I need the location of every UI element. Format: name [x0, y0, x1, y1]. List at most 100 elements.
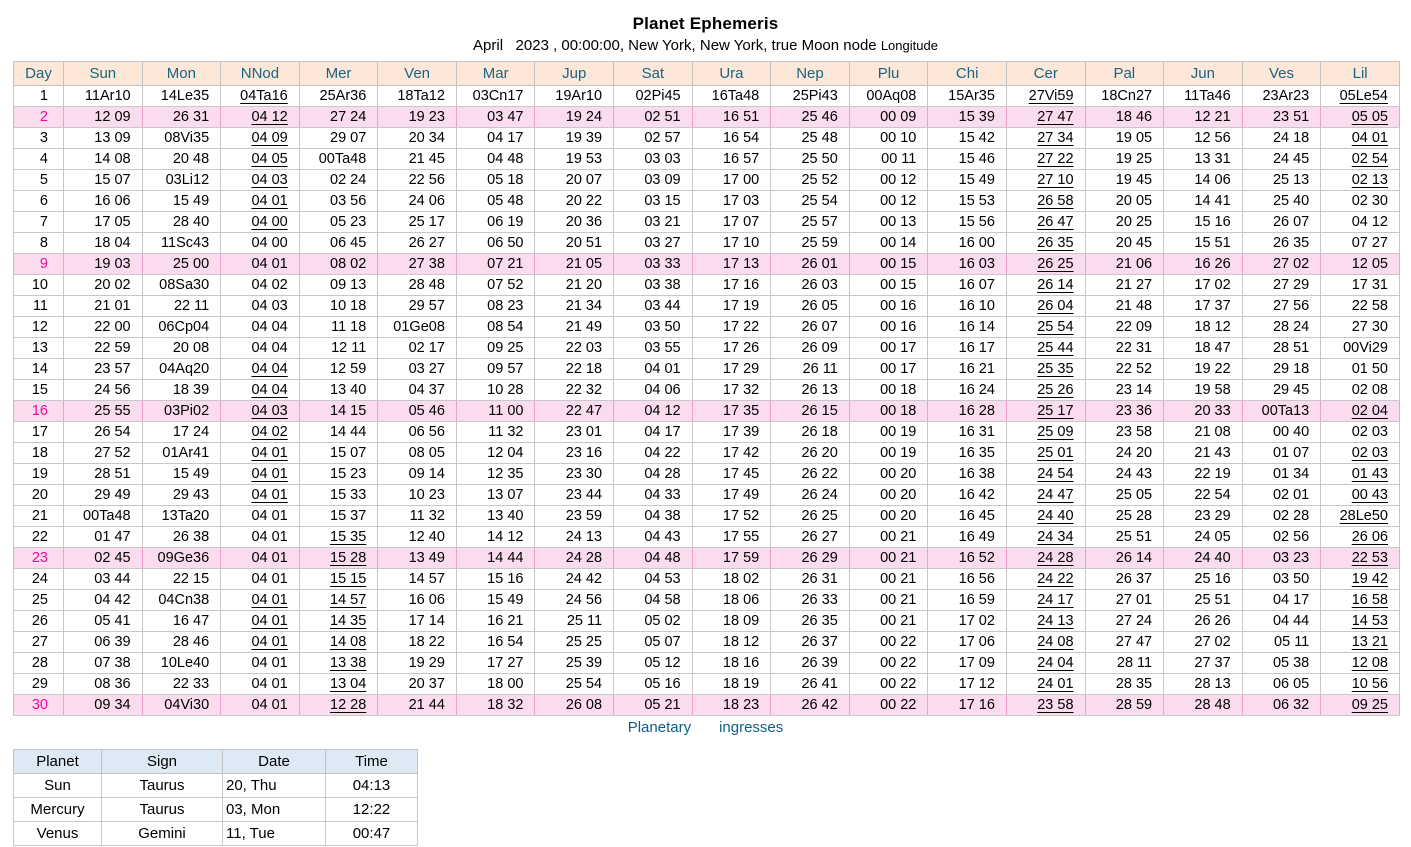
ephemeris-cell-sat: 03 27: [613, 232, 693, 254]
link-ingresses[interactable]: ingresses: [719, 719, 784, 736]
ephemeris-cell-nep: 25 54: [770, 190, 850, 212]
ingress-sign-cell: Taurus: [101, 797, 223, 822]
ephemeris-cell-chi: 16 49: [927, 526, 1007, 548]
ephemeris-cell-mon: 09Ge36: [141, 547, 222, 569]
ephemeris-cell-ves: 05 38: [1241, 652, 1322, 674]
ephemeris-cell-mar: 10 28: [455, 379, 536, 401]
ephemeris-cell-nnod: 04 01: [220, 463, 300, 485]
ephemeris-cell-mon: 03Li12: [141, 169, 222, 191]
ephemeris-cell-mer: 15 23: [298, 463, 379, 485]
ephemeris-cell-ves: 02 56: [1241, 526, 1322, 548]
day-cell: 4: [13, 148, 64, 170]
ephemeris-cell-jup: 23 01: [534, 421, 615, 443]
ephemeris-cell-cer: 25 09: [1005, 421, 1086, 443]
ephemeris-cell-ven: 05 46: [377, 400, 457, 422]
ephemeris-cell-plu: 00 12: [848, 169, 929, 191]
ephemeris-cell-nep: 26 15: [770, 400, 850, 422]
ephemeris-cell-pal: 24 20: [1084, 442, 1165, 464]
ephemeris-cell-jup: 21 49: [534, 316, 615, 338]
ephemeris-cell-jup: 25 39: [534, 652, 615, 674]
ephemeris-cell-pal: 20 45: [1084, 232, 1165, 254]
ephemeris-cell-ven: 17 14: [377, 610, 457, 632]
ingress-time-cell: 04:13: [325, 773, 418, 798]
ephemeris-cell-mer: 12 59: [298, 358, 379, 380]
ephemeris-cell-mar: 08 54: [455, 316, 536, 338]
ephemeris-cell-cer: 25 01: [1005, 442, 1086, 464]
ephemeris-cell-mer: 13 40: [298, 379, 379, 401]
ephemeris-cell-cer: 26 04: [1005, 295, 1086, 317]
ephemeris-cell-mon: 25 00: [141, 253, 222, 275]
ingress-date-cell: 20, Thu: [222, 773, 326, 798]
ephemeris-cell-nep: 26 07: [770, 316, 850, 338]
ephemeris-cell-ura: 16 57: [691, 148, 772, 170]
ephemeris-cell-nnod: 04 05: [220, 148, 300, 170]
ephemeris-cell-jup: 24 56: [534, 589, 615, 611]
ephemeris-cell-nnod: 04 01: [220, 484, 300, 506]
ephemeris-cell-plu: 00 20: [848, 505, 929, 527]
ephemeris-cell-nnod: 04 03: [220, 400, 300, 422]
ephemeris-cell-mar: 03Cn17: [455, 85, 536, 107]
ephemeris-cell-nep: 26 42: [770, 694, 850, 716]
ephemeris-cell-lil: 02 13: [1320, 169, 1400, 191]
ephemeris-cell-jup: 22 32: [534, 379, 615, 401]
day-cell: 27: [13, 631, 64, 653]
day-cell: 8: [13, 232, 64, 254]
ephemeris-cell-cer: 25 17: [1005, 400, 1086, 422]
ephemeris-cell-nep: 26 11: [770, 358, 850, 380]
ephemeris-cell-mar: 06 50: [455, 232, 536, 254]
table-row: 2 12 09 26 31 04 12 27 24 19 23 03 47 19 24 02 5…: [13, 106, 1400, 128]
ephemeris-cell-nnod: 04 01: [220, 505, 300, 527]
ephemeris-cell-ves: 25 13: [1241, 169, 1322, 191]
ephemeris-cell-ves: 24 45: [1241, 148, 1322, 170]
table-row: 25 04 42 04Cn38 04 01 14 57 16 06 15 49 24 56 04…: [13, 589, 1400, 611]
ephemeris-cell-nnod: 04Ta16: [220, 85, 300, 107]
day-cell: 10: [13, 274, 64, 296]
ephemeris-cell-jup: 23 59: [534, 505, 615, 527]
ephemeris-cell-jun: 19 22: [1163, 358, 1243, 380]
ephemeris-cell-cer: 26 14: [1005, 274, 1086, 296]
ephemeris-cell-mar: 11 00: [455, 400, 536, 422]
ephemeris-cell-cer: 24 17: [1005, 589, 1086, 611]
ephemeris-cell-ves: 06 32: [1241, 694, 1322, 716]
ephemeris-cell-sat: 05 21: [613, 694, 693, 716]
ephemeris-cell-jun: 15 51: [1163, 232, 1243, 254]
ingress-row: Sun Taurus 20, Thu 04:13: [13, 773, 418, 798]
ephemeris-cell-mon: 20 48: [141, 148, 222, 170]
ephemeris-cell-nep: 26 39: [770, 652, 850, 674]
ephemeris-cell-cer: 27 22: [1005, 148, 1086, 170]
ephemeris-cell-mar: 08 23: [455, 295, 536, 317]
ephemeris-cell-ves: 27 02: [1241, 253, 1322, 275]
ephemeris-cell-jup: 20 36: [534, 211, 615, 233]
ephemeris-cell-jup: 23 44: [534, 484, 615, 506]
ephemeris-cell-ura: 18 19: [691, 673, 772, 695]
ephemeris-cell-nnod: 04 00: [220, 211, 300, 233]
ephemeris-cell-jun: 19 58: [1163, 379, 1243, 401]
ephemeris-cell-jun: 18 47: [1163, 337, 1243, 359]
ephemeris-cell-plu: 00 21: [848, 526, 929, 548]
ephemeris-cell-cer: 27 47: [1005, 106, 1086, 128]
ephemeris-cell-jun: 28 48: [1163, 694, 1243, 716]
column-header-jun: Jun: [1163, 61, 1243, 86]
table-row: 22 01 47 26 38 04 01 15 35 12 40 14 12 24 13 04 …: [13, 526, 1400, 548]
ephemeris-cell-mon: 06Cp04: [141, 316, 222, 338]
day-cell: 11: [13, 295, 64, 317]
ephemeris-cell-nep: 26 05: [770, 295, 850, 317]
ephemeris-cell-jun: 26 26: [1163, 610, 1243, 632]
link-planetary[interactable]: Planetary: [627, 719, 692, 736]
ephemeris-cell-nep: 26 09: [770, 337, 850, 359]
ephemeris-cell-pal: 26 14: [1084, 547, 1165, 569]
ephemeris-cell-plu: 00 15: [848, 253, 929, 275]
ephemeris-cell-pal: 22 31: [1084, 337, 1165, 359]
ephemeris-cell-nnod: 04 00: [220, 232, 300, 254]
ephemeris-cell-plu: 00 10: [848, 127, 929, 149]
ephemeris-cell-pal: 25 51: [1084, 526, 1165, 548]
ephemeris-cell-chi: 16 28: [927, 400, 1007, 422]
ephemeris-cell-ves: 06 05: [1241, 673, 1322, 695]
ephemeris-cell-lil: 00Vi29: [1320, 337, 1400, 359]
ephemeris-cell-mer: 14 44: [298, 421, 379, 443]
ephemeris-cell-pal: 27 47: [1084, 631, 1165, 653]
ephemeris-cell-mer: 25Ar36: [298, 85, 379, 107]
table-row: 20 29 49 29 43 04 01 15 33 10 23 13 07 23 44 04 …: [13, 484, 1400, 506]
ephemeris-cell-nep: 26 25: [770, 505, 850, 527]
ephemeris-cell-pal: 28 59: [1084, 694, 1165, 716]
